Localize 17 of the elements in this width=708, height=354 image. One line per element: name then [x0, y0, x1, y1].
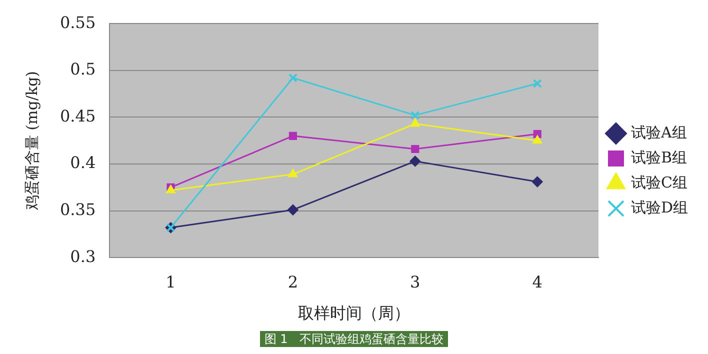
- y-tick-label: 0.35: [60, 200, 96, 219]
- x-tick-label: 4: [532, 272, 542, 292]
- y-tick-label: 0.4: [70, 153, 96, 172]
- caption: 图 1 不同试验组鸡蛋硒含量比较: [260, 331, 448, 347]
- legend-label: 试验D组: [630, 198, 688, 216]
- legend-label: 试验C组: [630, 173, 688, 192]
- y-tick-label: 0.55: [60, 12, 96, 32]
- legend-label: 试验A组: [630, 123, 687, 142]
- x-axis-title: 取样时间（周）: [298, 304, 410, 323]
- y-axis-title: 鸡蛋硒含量 (mg/kg): [22, 71, 41, 212]
- x-tick-label: 2: [288, 272, 298, 292]
- x-tick-label: 3: [410, 272, 420, 292]
- y-tick-label: 0.5: [70, 60, 96, 79]
- y-tick-label: 0.45: [60, 106, 96, 126]
- legend-label: 试验B组: [630, 148, 688, 166]
- x-tick-label: 1: [166, 272, 176, 292]
- y-tick-label: 0.3: [70, 246, 96, 266]
